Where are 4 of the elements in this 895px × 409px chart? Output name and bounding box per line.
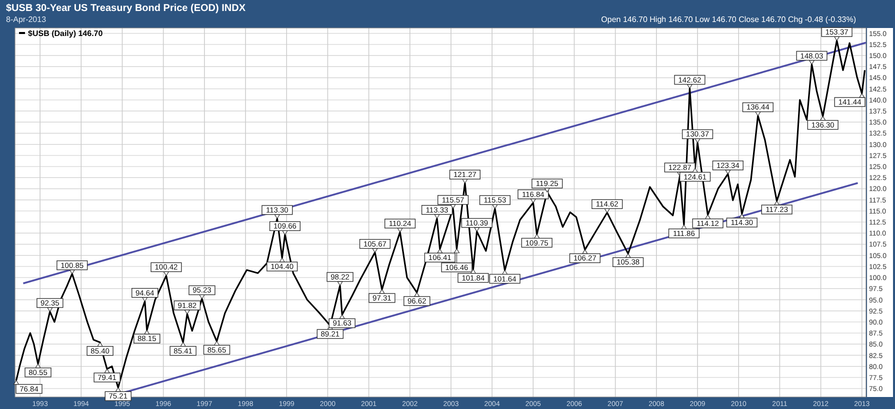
text: Open 146.70 High 146.70 Low 146.70 Close 146.70 Chg -0.48 (-0.33%) (601, 15, 856, 24)
chart-title: $USB 30-Year US Treasury Bond Price (EOD) INDX (6, 3, 246, 14)
legend-label: $USB (Daily) 146.70 (28, 29, 104, 38)
chart-subtitle: 8-Apr-2013 (6, 15, 47, 24)
